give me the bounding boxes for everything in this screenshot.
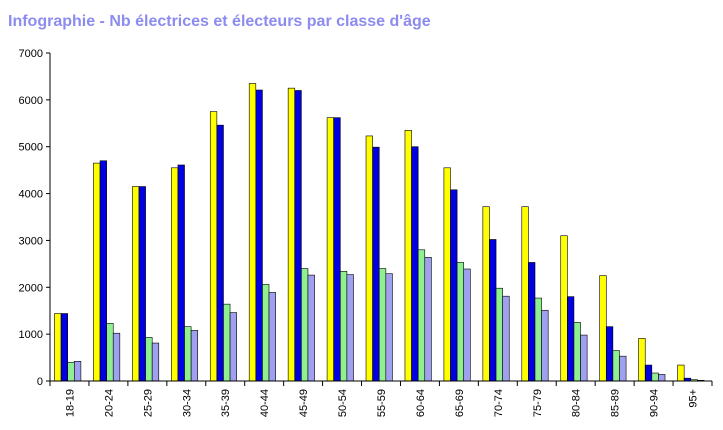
- bar-90-94-s1: [638, 338, 646, 382]
- bar-25-29-s3: [145, 337, 153, 382]
- bar-80-84-s1: [560, 235, 568, 382]
- bar-75-79-s3: [534, 297, 542, 382]
- bar-55-59-s4: [385, 273, 393, 382]
- bar-85-89-s1: [599, 275, 607, 382]
- bar-65-69-s3: [456, 262, 465, 382]
- x-tick-label: 18-19: [64, 389, 76, 417]
- bar-75-79-s1: [521, 206, 529, 382]
- bar-90-94-s3: [651, 372, 659, 382]
- bar-65-69-s4: [463, 268, 471, 382]
- bar-40-44-s1: [248, 83, 257, 382]
- x-tick-label: 65-69: [454, 389, 466, 417]
- bar-35-39-s3: [223, 303, 231, 382]
- bars-layer: [54, 83, 705, 382]
- bar-85-89-s3: [612, 350, 620, 382]
- y-tick-label: 7000: [19, 48, 43, 60]
- bar-25-29-s4: [151, 342, 160, 382]
- bar-50-54-s4: [346, 274, 354, 382]
- labels-layer: 0 1000 2000 3000 4000 5000 6000 7000 18-19 20-24 2…: [19, 48, 700, 417]
- bar-55-59-s3: [378, 268, 387, 382]
- x-tick-label: 85-89: [610, 389, 622, 417]
- bar-18-19-s2: [60, 313, 68, 382]
- bar-45-49-s1: [287, 87, 296, 382]
- y-tick-label: 1000: [19, 329, 43, 341]
- bar-60-64-s3: [417, 249, 426, 382]
- x-tick-label: 35-39: [220, 389, 232, 417]
- bar-18-19-s1: [54, 313, 62, 382]
- y-tick-label: 0: [37, 376, 43, 388]
- bar-50-54-s2: [333, 117, 341, 382]
- x-tick-label: 25-29: [142, 389, 154, 417]
- x-tick-label: 20-24: [103, 389, 115, 417]
- bar-45-49-s3: [301, 268, 309, 382]
- bar-35-39-s1: [209, 111, 218, 382]
- bar-45-49-s4: [307, 274, 315, 382]
- bar-25-29-s1: [132, 186, 140, 382]
- bar-50-54-s1: [326, 117, 334, 382]
- x-tick-label: 80-84: [571, 389, 583, 417]
- bar-20-24-s1: [93, 162, 101, 382]
- bar-30-34-s3: [184, 326, 192, 382]
- bar-75-79-s2: [528, 262, 536, 382]
- bar-25-29-s2: [138, 186, 146, 382]
- y-tick-label: 3000: [19, 235, 43, 247]
- y-tick-label: 2000: [19, 282, 43, 294]
- bar-35-39-s4: [229, 312, 237, 382]
- bar-40-44-s4: [268, 292, 276, 382]
- bar-70-74-s1: [482, 206, 490, 382]
- bar-20-24-s3: [106, 323, 114, 382]
- bar-30-34-s4: [190, 330, 199, 382]
- bar-70-74-s3: [495, 287, 503, 382]
- x-tick-label: 95+: [688, 389, 700, 408]
- bar-40-44-s3: [262, 284, 270, 382]
- y-tick-label: 6000: [19, 95, 43, 107]
- bar-80-84-s2: [567, 296, 575, 382]
- bar-70-74-s2: [489, 239, 497, 382]
- bar-60-64-s4: [424, 256, 432, 382]
- axes-layer: [46, 52, 713, 386]
- x-tick-label: 90-94: [649, 389, 661, 417]
- bar-65-69-s2: [450, 189, 458, 382]
- bar-40-44-s2: [255, 89, 263, 382]
- bar-60-64-s1: [404, 130, 412, 382]
- bar-90-94-s2: [644, 364, 653, 382]
- bar-20-24-s4: [112, 332, 121, 382]
- bar-55-59-s2: [372, 146, 380, 382]
- bar-90-94-s4: [658, 374, 666, 382]
- bar-80-84-s3: [573, 322, 581, 382]
- x-tick-label: 50-54: [337, 389, 349, 417]
- bar-85-89-s4: [619, 355, 627, 382]
- y-tick-label: 4000: [19, 189, 43, 201]
- y-tick-label: 5000: [19, 142, 43, 154]
- bar-30-34-s1: [171, 167, 179, 382]
- bar-18-19-s4: [74, 361, 82, 382]
- bar-75-79-s4: [541, 309, 549, 382]
- bar-95+-s1: [677, 364, 685, 382]
- x-tick-label: 70-74: [493, 389, 505, 417]
- x-tick-label: 60-64: [415, 389, 427, 417]
- bar-45-49-s2: [294, 90, 302, 382]
- x-tick-label: 55-59: [376, 389, 388, 417]
- bar-60-64-s2: [411, 146, 419, 382]
- bar-50-54-s3: [339, 271, 348, 382]
- chart-title: Infographie - Nb électrices et électeurs…: [8, 13, 431, 30]
- bar-70-74-s4: [502, 295, 510, 382]
- x-tick-label: 30-34: [181, 389, 193, 417]
- x-tick-label: 45-49: [298, 389, 310, 417]
- bar-35-39-s2: [216, 124, 224, 382]
- bar-65-69-s1: [443, 167, 451, 382]
- bar-20-24-s2: [99, 160, 107, 382]
- x-tick-label: 40-44: [259, 389, 271, 417]
- bar-80-84-s4: [580, 334, 588, 382]
- bar-30-34-s2: [177, 164, 185, 382]
- bar-85-89-s2: [605, 326, 614, 382]
- bar-18-19-s3: [67, 361, 75, 382]
- bar-55-59-s1: [365, 135, 373, 382]
- x-tick-label: 75-79: [532, 389, 544, 417]
